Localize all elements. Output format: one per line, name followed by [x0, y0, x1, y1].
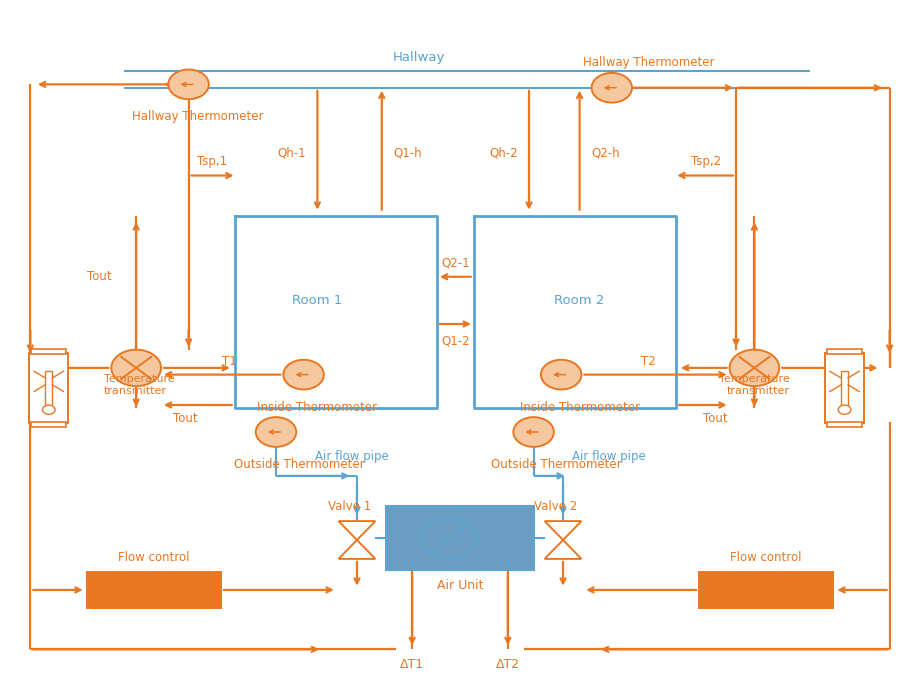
Text: Air Unit: Air Unit — [437, 578, 482, 592]
Text: Outside Thermometer: Outside Thermometer — [491, 458, 621, 471]
Text: Flow control: Flow control — [730, 551, 800, 564]
Circle shape — [111, 350, 161, 386]
Text: Flow control: Flow control — [119, 551, 189, 564]
Text: Hallway: Hallway — [392, 51, 444, 64]
Polygon shape — [338, 540, 375, 559]
Text: Air flow pipe: Air flow pipe — [572, 450, 645, 464]
Text: Tout: Tout — [87, 270, 111, 284]
Text: Outside Thermometer: Outside Thermometer — [233, 458, 364, 471]
Bar — [840, 371, 847, 412]
Circle shape — [591, 73, 631, 103]
Circle shape — [255, 417, 296, 447]
Text: T2: T2 — [641, 354, 655, 368]
Bar — [386, 506, 533, 570]
Text: ΔT1: ΔT1 — [400, 657, 424, 671]
Circle shape — [168, 70, 209, 99]
Polygon shape — [338, 521, 375, 540]
Text: Valve 1: Valve 1 — [327, 500, 371, 513]
Text: Air flow pipe: Air flow pipe — [314, 450, 388, 464]
Text: Qh-1: Qh-1 — [277, 147, 306, 160]
Text: Tout: Tout — [173, 412, 198, 425]
Text: Tsp,1: Tsp,1 — [197, 155, 226, 169]
Text: T1: T1 — [221, 354, 236, 368]
Text: Temperature
transmitter: Temperature transmitter — [718, 374, 789, 396]
Text: Temperature
transmitter: Temperature transmitter — [104, 374, 175, 396]
Text: Hallway Thermometer: Hallway Thermometer — [132, 110, 263, 124]
Text: Inside Thermometer: Inside Thermometer — [519, 400, 639, 414]
Text: Q1-2: Q1-2 — [440, 334, 470, 348]
Bar — [45, 371, 52, 412]
FancyBboxPatch shape — [29, 353, 68, 423]
Bar — [31, 349, 66, 354]
Bar — [31, 422, 66, 427]
Circle shape — [283, 360, 323, 389]
Circle shape — [42, 405, 55, 414]
Text: Room 2: Room 2 — [554, 294, 604, 307]
Bar — [826, 349, 861, 354]
Text: Qh-2: Qh-2 — [488, 147, 517, 160]
Text: Tout: Tout — [702, 412, 727, 425]
Bar — [698, 572, 832, 608]
Text: Q2-1: Q2-1 — [440, 256, 470, 270]
Circle shape — [513, 417, 553, 447]
Circle shape — [729, 350, 778, 386]
Circle shape — [540, 360, 581, 389]
Text: Q2-h: Q2-h — [590, 147, 619, 160]
Polygon shape — [544, 540, 581, 559]
Circle shape — [837, 405, 850, 414]
Text: Hallway Thermometer: Hallway Thermometer — [583, 56, 713, 70]
FancyBboxPatch shape — [824, 353, 863, 423]
Bar — [826, 422, 861, 427]
Text: Valve 2: Valve 2 — [533, 500, 577, 513]
Text: Tsp,2: Tsp,2 — [690, 155, 720, 169]
Text: Q1-h: Q1-h — [392, 147, 422, 160]
Text: ΔT2: ΔT2 — [495, 657, 519, 671]
Text: Room 1: Room 1 — [292, 294, 342, 307]
Text: Inside Thermometer: Inside Thermometer — [257, 400, 377, 414]
Bar — [87, 572, 221, 608]
Polygon shape — [544, 521, 581, 540]
